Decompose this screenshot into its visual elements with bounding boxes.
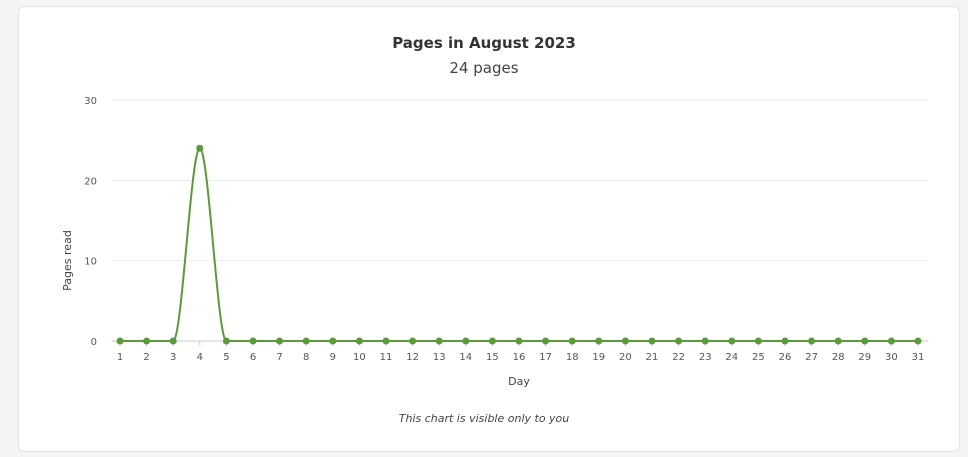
data-points xyxy=(116,144,922,345)
series-line xyxy=(119,147,918,342)
data-point[interactable] xyxy=(382,337,390,345)
data-point[interactable] xyxy=(914,337,922,345)
x-tick-label: 20 xyxy=(619,352,632,363)
x-tick-label: 7 xyxy=(276,352,282,363)
x-tick-label: 13 xyxy=(433,352,446,363)
y-tick-labels: 0 10 20 30 xyxy=(84,96,97,348)
data-point[interactable] xyxy=(143,337,151,345)
x-tick-label: 22 xyxy=(672,352,685,363)
data-point[interactable] xyxy=(781,337,789,345)
data-point[interactable] xyxy=(861,337,869,345)
x-tick-label: 19 xyxy=(592,352,605,363)
data-point[interactable] xyxy=(116,337,124,345)
x-tick-label: 16 xyxy=(513,352,526,363)
x-tick-label: 1 xyxy=(117,352,123,363)
x-tick-label: 9 xyxy=(330,352,336,363)
data-point[interactable] xyxy=(515,337,523,345)
x-axis-label: Day xyxy=(508,375,530,388)
data-point[interactable] xyxy=(409,337,417,345)
data-point[interactable] xyxy=(595,337,603,345)
data-point[interactable] xyxy=(728,337,736,345)
data-point[interactable] xyxy=(169,337,177,345)
y-tick-label: 10 xyxy=(84,257,97,268)
y-axis-label: Pages read xyxy=(61,230,74,291)
x-tick-label: 6 xyxy=(250,352,256,363)
data-point[interactable] xyxy=(355,337,363,345)
visibility-note: This chart is visible only to you xyxy=(398,412,570,425)
x-tick-label: 24 xyxy=(725,352,738,363)
x-tick-label: 18 xyxy=(566,352,579,363)
x-tick-label: 17 xyxy=(539,352,552,363)
x-tick-label: 12 xyxy=(406,352,419,363)
chart-card xyxy=(18,6,960,452)
x-tick-label: 27 xyxy=(805,352,818,363)
x-tick-labels: 1 2 3 4 5 6 7 8 9 10 11 12 13 14 15 16 17 18 19 20 21 22 23 24 2… xyxy=(117,341,925,363)
x-tick-label: 4 xyxy=(197,352,203,363)
grid-lines xyxy=(112,99,928,342)
data-point[interactable] xyxy=(329,337,337,345)
data-point[interactable] xyxy=(808,337,816,345)
data-point[interactable] xyxy=(621,337,629,345)
x-tick-label: 15 xyxy=(486,352,499,363)
chart-title: Pages in August 2023 xyxy=(392,34,576,52)
x-tick-label: 23 xyxy=(699,352,712,363)
data-point[interactable] xyxy=(542,337,550,345)
x-tick-label: 25 xyxy=(752,352,765,363)
y-tick-label: 0 xyxy=(91,337,97,348)
data-point[interactable] xyxy=(568,337,576,345)
data-point[interactable] xyxy=(462,337,470,345)
chart-subtitle: 24 pages xyxy=(449,59,519,77)
data-point[interactable] xyxy=(648,337,656,345)
x-tick-label: 29 xyxy=(858,352,871,363)
x-tick-label: 11 xyxy=(380,352,393,363)
y-tick-label: 20 xyxy=(84,176,97,187)
data-point[interactable] xyxy=(834,337,842,345)
x-tick-label: 10 xyxy=(353,352,366,363)
x-tick-label: 30 xyxy=(885,352,898,363)
y-tick-label: 30 xyxy=(84,96,97,107)
data-point[interactable] xyxy=(435,337,443,345)
x-tick-label: 5 xyxy=(223,352,229,363)
data-point[interactable] xyxy=(276,337,284,345)
data-point[interactable] xyxy=(754,337,762,345)
data-point[interactable] xyxy=(488,337,496,345)
x-tick-label: 28 xyxy=(832,352,845,363)
x-tick-label: 21 xyxy=(646,352,659,363)
x-tick-label: 8 xyxy=(303,352,309,363)
x-tick-label: 2 xyxy=(143,352,149,363)
x-tick-label: 31 xyxy=(912,352,925,363)
data-point[interactable] xyxy=(675,337,683,345)
x-tick-label: 14 xyxy=(459,352,472,363)
x-tick-label: 26 xyxy=(779,352,792,363)
data-point[interactable] xyxy=(887,337,895,345)
x-tick-label: 3 xyxy=(170,352,176,363)
data-point[interactable] xyxy=(701,337,709,345)
data-point[interactable] xyxy=(249,337,257,345)
data-point[interactable] xyxy=(302,337,310,345)
data-point[interactable] xyxy=(222,337,230,345)
data-point[interactable] xyxy=(196,144,204,152)
